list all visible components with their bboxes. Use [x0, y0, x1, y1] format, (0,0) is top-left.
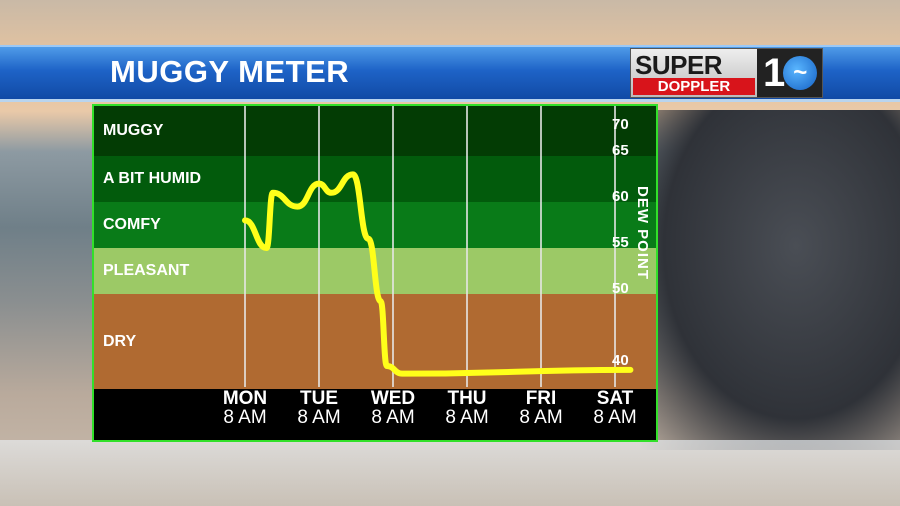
day-gridline: [318, 106, 320, 387]
band-comfy: [94, 202, 656, 248]
background-surf: [0, 440, 900, 506]
band-label: COMFY: [103, 216, 161, 233]
y-axis-label: DEW POINT: [634, 186, 651, 280]
x-tick-time: 8 AM: [445, 407, 489, 428]
x-tick-label: FRI 8 AM: [501, 389, 581, 427]
x-tick-label: THU 8 AM: [427, 389, 507, 427]
band-label: PLEASANT: [103, 262, 190, 279]
band-label: DRY: [103, 332, 137, 350]
y-tick-label: 55: [612, 234, 629, 251]
x-tick-label: TUE 8 AM: [279, 389, 359, 427]
x-tick-label: WED 8 AM: [353, 389, 433, 427]
day-gridline: [540, 106, 542, 387]
x-tick-day: TUE: [300, 388, 338, 409]
wave-icon: ~: [783, 56, 818, 90]
x-tick-day: THU: [447, 388, 487, 409]
x-tick-time: 8 AM: [297, 407, 341, 428]
band-muggy: [94, 106, 656, 156]
day-gridline: [466, 106, 468, 387]
day-gridline: [244, 106, 246, 387]
y-tick-label: 50: [612, 280, 629, 297]
x-tick-time: 8 AM: [223, 407, 267, 428]
day-gridline: [392, 106, 394, 387]
plot-area: [242, 171, 634, 377]
day-gridline: [614, 106, 616, 387]
band-label: MUGGY: [103, 122, 164, 139]
x-tick-day: MON: [222, 388, 268, 409]
y-tick-label: 65: [612, 142, 629, 159]
muggy-meter-chart: MUGGY A BIT HUMID COMFY PLEASANT DRY 70 65 60 5…: [92, 104, 658, 442]
band-label: A BIT HUMID: [103, 170, 202, 187]
x-tick-time: 8 AM: [519, 407, 563, 428]
x-tick-day: SAT: [596, 388, 634, 409]
x-tick-label: MON 8 AM: [205, 389, 285, 427]
band-a-bit-humid: [94, 156, 656, 202]
background-rocks: [640, 110, 900, 450]
station-logo: SUPER DOPPLER 1 ~: [630, 48, 823, 98]
y-tick-label: 60: [612, 188, 629, 205]
dew-point-line: [242, 171, 634, 377]
y-tick-label: 40: [612, 352, 629, 369]
page-title: MUGGY METER: [110, 54, 350, 89]
x-tick-time: 8 AM: [371, 407, 415, 428]
x-tick-label: SAT 8 AM: [575, 389, 655, 427]
x-tick-day: WED: [370, 388, 416, 409]
x-tick-time: 8 AM: [593, 407, 637, 428]
x-tick-day: FRI: [525, 388, 557, 409]
y-tick-label: 70: [612, 116, 629, 133]
